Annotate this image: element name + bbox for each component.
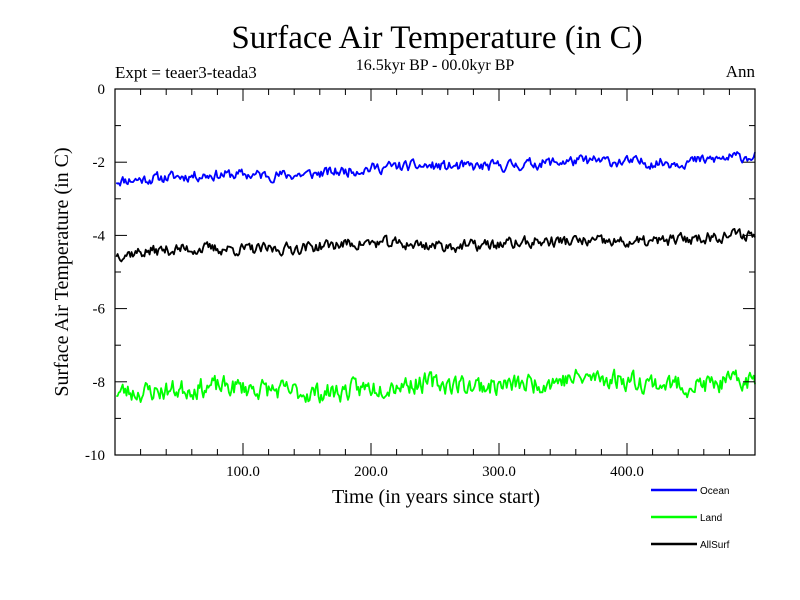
series-line-ocean <box>115 151 756 187</box>
series-layer <box>115 151 756 404</box>
series-line-land <box>116 368 756 404</box>
x-tick-label: 200.0 <box>354 464 388 480</box>
x-axis-label: Time (in years since start) <box>332 486 540 508</box>
axis-layer: 100.0 200.0 300.0 400.0 0 -2 -4 -6 -8 -10 <box>85 82 755 480</box>
plot-frame <box>114 88 756 456</box>
legend-label-land: Land <box>700 513 722 524</box>
y-tick-label: -6 <box>93 302 106 318</box>
experiment-label: Expt = teaer3-teada3 <box>115 63 257 82</box>
x-tick-label: 300.0 <box>482 464 516 480</box>
y-tick-label: -4 <box>93 228 106 244</box>
chart-subtitle: 16.5kyr BP - 00.0kyr BP <box>356 57 515 74</box>
chart-title: Surface Air Temperature (in C) <box>231 20 642 56</box>
x-tick-label: 100.0 <box>226 464 260 480</box>
legend-label-allsurf: AllSurf <box>700 540 730 551</box>
season-label: Ann <box>726 62 756 81</box>
y-axis-label: Surface Air Temperature (in C) <box>51 147 73 396</box>
y-tick-label: -8 <box>93 375 106 391</box>
y-tick-label: -2 <box>93 155 106 171</box>
series-line-allsurf <box>115 227 756 263</box>
legend-label-ocean: Ocean <box>700 486 729 497</box>
y-tick-label: -10 <box>85 448 105 464</box>
x-tick-label: 400.0 <box>610 464 644 480</box>
legend: Ocean Land AllSurf <box>651 486 730 551</box>
y-tick-label: 0 <box>98 82 106 98</box>
